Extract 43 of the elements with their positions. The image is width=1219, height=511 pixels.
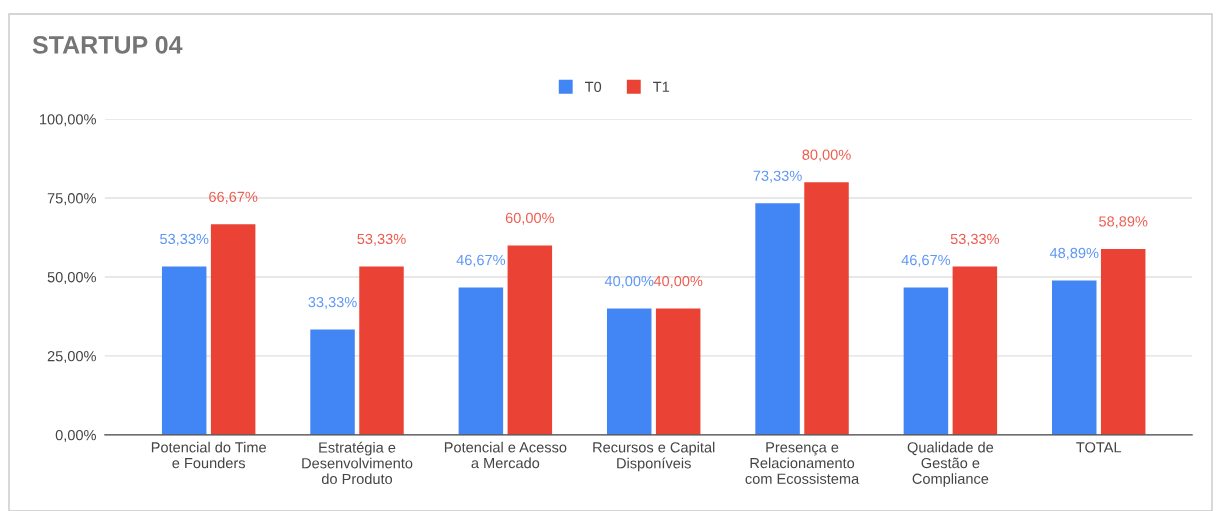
y-tick-label: 75,00% [47,193,96,206]
x-tick-label: TOTAL [1076,442,1122,453]
data-label: 33,33% [308,296,357,309]
bar [1052,280,1097,435]
bar [310,329,355,435]
y-tick-label: 50,00% [47,272,96,285]
data-label: 73,33% [753,170,802,183]
data-label: 60,00% [505,212,555,225]
data-label: 53,33% [160,233,209,246]
data-label: 53,33% [357,233,406,246]
data-label: 48,89% [1049,247,1099,260]
legend-label: T1 [653,81,670,92]
data-label: 46,67% [456,254,506,267]
legend-label: T0 [585,81,602,92]
x-tick-label: Recursos e Capital Disponíveis [593,441,715,472]
data-label: 40,00% [653,275,703,288]
bar [804,182,849,435]
data-label: 80,00% [802,149,851,162]
data-label: 53,33% [950,233,1000,246]
data-label: 58,89% [1099,216,1148,229]
bar [161,266,207,435]
data-label: 40,00% [604,275,654,288]
x-tick-label: Potencial e Acesso a Mercado [444,441,567,469]
bar [210,224,256,435]
x-tick-label: Presença e Relacionamento com Ecossistema [745,442,860,484]
bar [606,308,652,435]
x-tick-label: Estratégia e Desenvolvimento do Produto [302,441,413,485]
y-tick-label: 25,00% [47,351,96,364]
chart-title: STARTUP 04 [32,36,183,54]
bar [507,245,553,435]
y-tick-label: 100,00% [40,114,96,127]
bar [903,287,949,435]
bar [655,308,701,435]
x-tick-label: Potencial do Time e Founders [151,441,266,469]
x-tick-label: Qualidade de Gestão e Compliance [907,441,994,487]
data-label: 46,67% [901,254,951,267]
bar [755,203,800,435]
bar [359,266,404,435]
bar [1100,248,1146,435]
y-tick-label: 0,00% [55,429,96,443]
bar [952,266,998,435]
data-label: 66,67% [209,191,258,204]
bar [458,287,504,435]
